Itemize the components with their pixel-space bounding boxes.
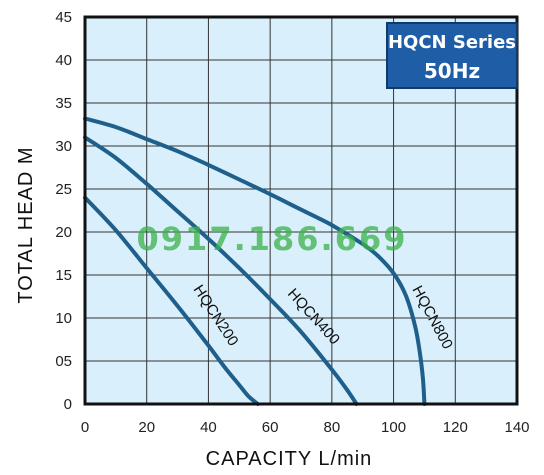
x-tick-label: 100 bbox=[381, 419, 406, 436]
y-tick-label: 40 bbox=[55, 52, 72, 69]
series-badge-background bbox=[386, 22, 518, 89]
series-badge-frequency: 50Hz bbox=[424, 59, 480, 83]
series-lines bbox=[83, 116, 427, 406]
y-tick-label: 45 bbox=[55, 9, 72, 26]
series-badge: HQCN Series 50Hz bbox=[386, 22, 518, 89]
y-tick-label: 20 bbox=[55, 224, 72, 241]
x-tick-label: 20 bbox=[138, 419, 155, 436]
y-tick-label: 35 bbox=[55, 95, 72, 112]
plot-frame bbox=[83, 15, 519, 406]
y-tick-label: 10 bbox=[55, 310, 72, 327]
x-axis-title: CAPACITY L/min bbox=[206, 448, 373, 470]
x-tick-label: 140 bbox=[504, 419, 529, 436]
series-badge-title: HQCN Series bbox=[388, 32, 516, 53]
y-tick-label: 05 bbox=[55, 353, 72, 370]
x-tick-label: 0 bbox=[81, 419, 89, 436]
grid bbox=[85, 17, 517, 404]
x-tick-label: 40 bbox=[200, 419, 217, 436]
tick-labels: 0 20 40 60 80 100 120 140 0 05 10 15 20 25 30 35 40 45 bbox=[55, 9, 529, 436]
y-tick-label: 15 bbox=[55, 267, 72, 284]
y-axis-title: TOTAL HEAD M bbox=[15, 146, 37, 303]
plot-border bbox=[83, 15, 519, 406]
y-tick-label: 30 bbox=[55, 138, 72, 155]
x-tick-label: 60 bbox=[262, 419, 279, 436]
series-line-hqcn400 bbox=[83, 135, 359, 406]
y-tick-label: 0 bbox=[64, 396, 72, 413]
series-line-hqcn800 bbox=[83, 116, 427, 406]
y-tick-label: 25 bbox=[55, 181, 72, 198]
x-tick-label: 80 bbox=[324, 419, 341, 436]
phone-watermark: 0917.186.669 bbox=[137, 220, 408, 258]
x-tick-label: 120 bbox=[443, 419, 468, 436]
series-line-hqcn200 bbox=[83, 195, 260, 406]
